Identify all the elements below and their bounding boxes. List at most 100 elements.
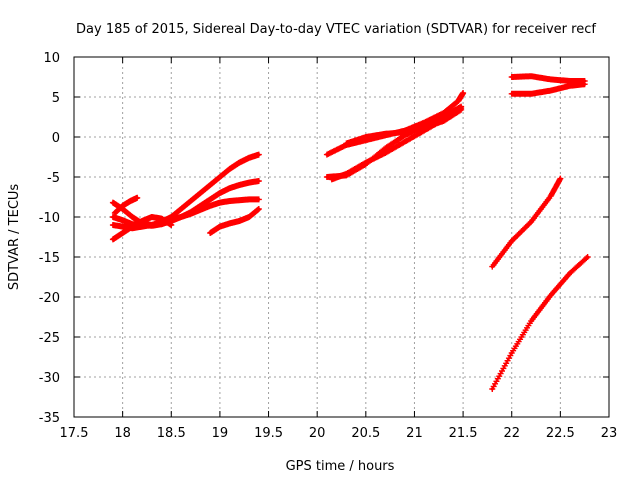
data-point <box>179 215 183 219</box>
chart-title: Day 185 of 2015, Sidereal Day-to-day VTE… <box>76 22 596 37</box>
y-tick-label: -15 <box>39 251 60 266</box>
series-track-10 <box>328 105 465 183</box>
data-point <box>247 215 251 219</box>
data-point <box>510 239 514 243</box>
data-point <box>111 237 115 241</box>
data-point <box>364 161 368 165</box>
x-tick-label: 20 <box>309 426 326 441</box>
series-markers <box>207 206 262 236</box>
y-tick-label: 10 <box>43 51 60 66</box>
data-point <box>237 219 241 223</box>
series-track-12 <box>508 81 588 97</box>
data-point <box>549 194 553 198</box>
series-track-11 <box>508 73 588 84</box>
data-point <box>461 91 465 95</box>
x-tick-label: 20.5 <box>351 426 380 441</box>
data-point <box>160 217 164 221</box>
data-point <box>568 84 572 88</box>
data-point <box>490 265 494 269</box>
data-point <box>111 223 115 227</box>
data-point <box>189 199 193 203</box>
data-point <box>111 215 115 219</box>
data-point <box>383 132 387 136</box>
data-point <box>442 117 446 121</box>
data-point <box>510 75 514 79</box>
data-point <box>510 351 514 355</box>
y-tick-label: -25 <box>39 331 60 346</box>
data-point <box>228 221 232 225</box>
x-tick-label: 18 <box>114 426 131 441</box>
y-tick-label: -5 <box>47 171 60 186</box>
data-point <box>237 198 241 202</box>
data-point <box>130 215 134 219</box>
data-point <box>422 129 426 133</box>
x-tick-label: 18.5 <box>157 426 186 441</box>
series-markers <box>508 81 588 97</box>
grid <box>74 57 609 417</box>
data-point <box>330 177 334 181</box>
data-point <box>490 387 494 391</box>
data-point <box>189 212 193 216</box>
data-point <box>247 156 251 160</box>
x-axis-label: GPS time / hours <box>286 459 395 474</box>
plot-area <box>109 73 591 392</box>
y-axis-label: SDTVAR / TECUs <box>7 184 22 291</box>
y-tick-label: -35 <box>39 411 60 426</box>
x-tick-label: 23 <box>601 426 618 441</box>
data-point <box>247 197 251 201</box>
data-point <box>257 207 261 211</box>
data-point <box>529 92 533 96</box>
data-point <box>150 223 154 227</box>
x-tick-label: 21 <box>406 426 423 441</box>
series-markers <box>489 254 591 392</box>
data-point <box>228 167 232 171</box>
data-point <box>208 183 212 187</box>
y-tick-label: -10 <box>39 211 60 226</box>
data-point <box>383 151 387 155</box>
data-point <box>325 175 329 179</box>
data-point <box>456 99 460 103</box>
series-track-6 <box>207 206 262 236</box>
plot-frame <box>73 56 610 418</box>
series-track-5 <box>111 194 141 216</box>
x-tick-label: 22.5 <box>546 426 575 441</box>
data-point <box>529 220 533 224</box>
data-point <box>325 153 329 157</box>
data-point <box>568 271 572 275</box>
data-point <box>128 199 132 203</box>
data-point <box>344 172 348 176</box>
data-point <box>237 161 241 165</box>
x-axis-ticks: 17.5 18 18.5 19 19.5 20 20.5 21 21.5 22 22.5 23 <box>60 57 618 441</box>
data-point <box>130 225 134 229</box>
data-point <box>228 186 232 190</box>
data-point <box>169 223 173 227</box>
x-tick-label: 19 <box>212 426 229 441</box>
y-tick-label: -20 <box>39 291 60 306</box>
data-point <box>403 130 407 134</box>
y-tick-label: 5 <box>52 91 60 106</box>
data-point <box>568 79 572 83</box>
y-tick-label: 0 <box>52 131 60 146</box>
data-point <box>111 201 115 205</box>
data-point <box>257 153 261 157</box>
series-markers <box>489 175 564 270</box>
series-track-4 <box>109 214 175 243</box>
data-point <box>169 217 173 221</box>
series-track-8 <box>323 103 465 180</box>
data-point <box>586 255 590 259</box>
data-point <box>529 319 533 323</box>
data-point <box>208 204 212 208</box>
data-point <box>344 141 348 145</box>
data-point <box>549 77 553 81</box>
data-point <box>121 204 125 208</box>
data-point <box>364 135 368 139</box>
data-point <box>383 146 387 150</box>
data-point <box>135 196 139 200</box>
data-point <box>198 191 202 195</box>
data-point <box>549 293 553 297</box>
data-point <box>198 208 202 212</box>
y-axis-ticks: 10 5 0 -5 -10 -15 -20 -25 -30 -35 <box>39 51 609 426</box>
data-point <box>208 231 212 235</box>
data-point <box>218 191 222 195</box>
